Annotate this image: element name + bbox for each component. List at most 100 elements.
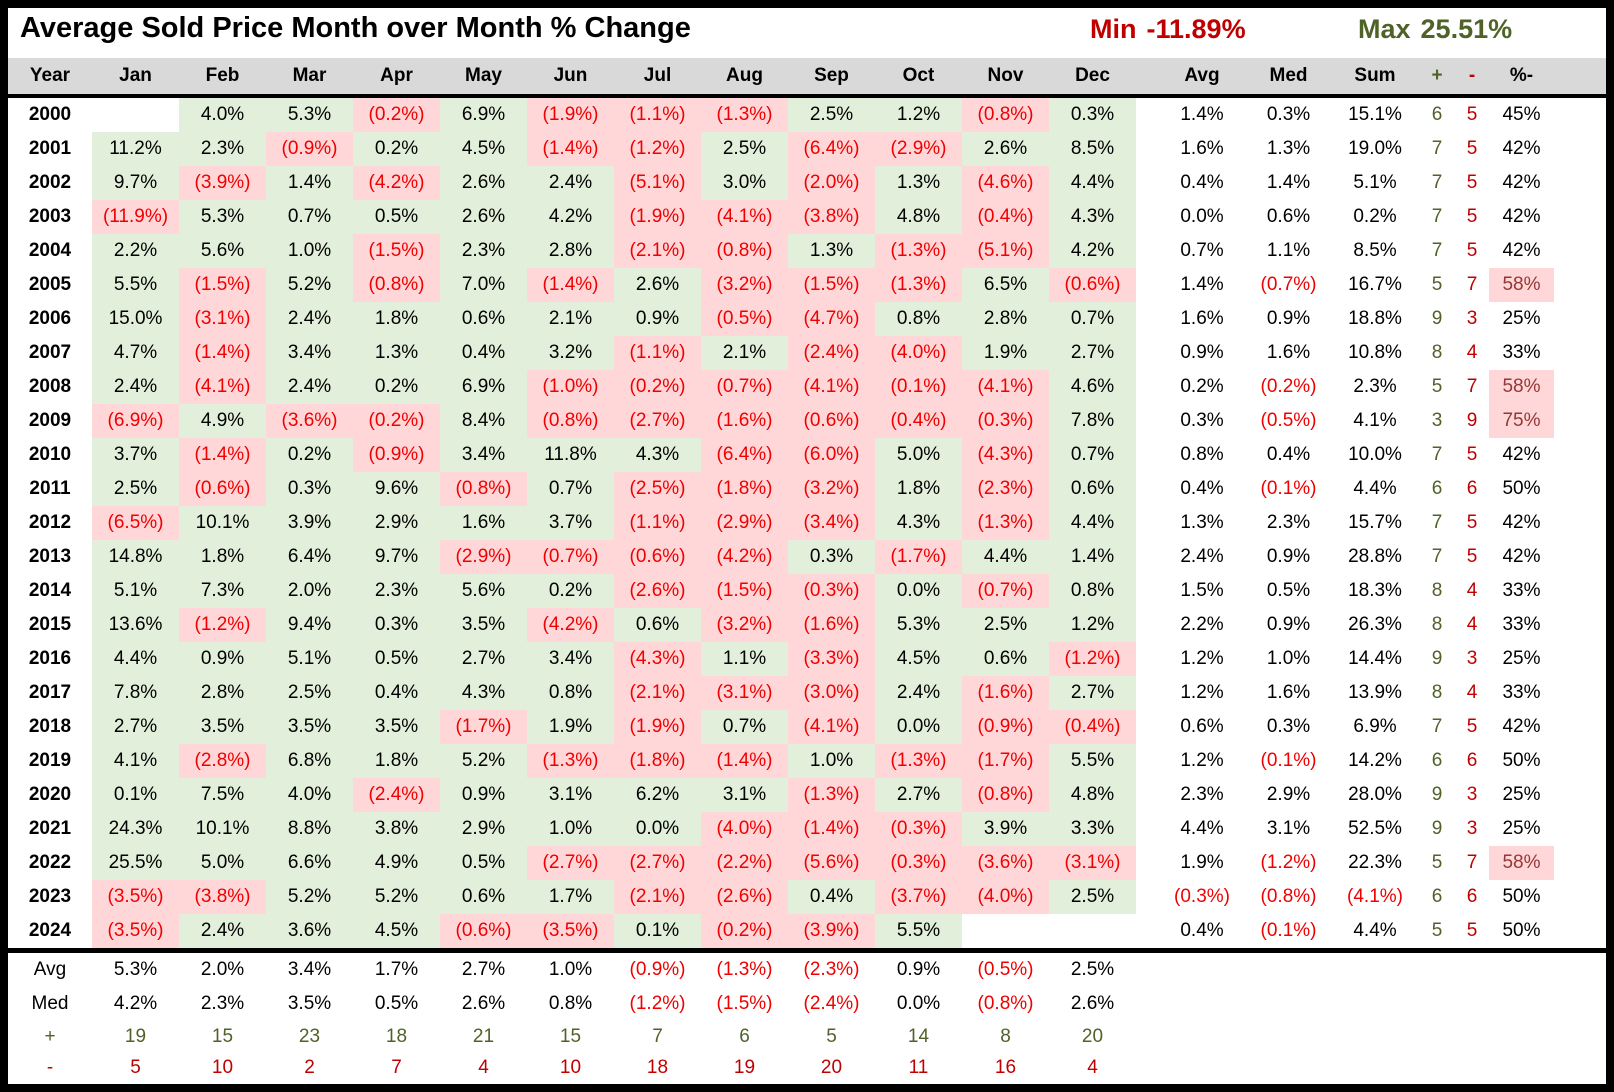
- minus-count-2017: 4: [1466, 682, 1478, 703]
- cell-2003-jul: (1.9%): [614, 200, 701, 234]
- avg-2018: 0.6%: [1180, 716, 1224, 737]
- plus-count-2011: 6: [1431, 478, 1443, 499]
- gap-cell: [1136, 812, 1158, 846]
- cell-2021-nov: 3.9%: [962, 812, 1049, 846]
- cell-2001-mar: (0.9%): [266, 132, 353, 166]
- spacer-cell: [1554, 710, 1606, 744]
- summary-minus-may: 4: [478, 1056, 489, 1078]
- cell-2021-sep: (1.4%): [788, 812, 875, 846]
- summary-avg-nov: (0.5%): [962, 948, 1049, 987]
- year-row-2003: 2003 (11.9%) 5.3% 0.7% 0.5% 2.6% 4.2% (1.9%) (4.…: [8, 200, 1606, 234]
- cell-2017-aug: (3.1%): [701, 676, 788, 710]
- sum-2024: 4.4%: [1353, 920, 1397, 941]
- summary-plus-sep: 5: [826, 1025, 837, 1047]
- cell-2022-apr: 4.9%: [353, 846, 440, 880]
- med-2019: (0.1%): [1260, 750, 1317, 771]
- cell-2000-sep: 2.5%: [788, 96, 875, 132]
- plus-count-2001: 7: [1431, 138, 1443, 159]
- minus-count-2004: 5: [1466, 240, 1478, 261]
- cell-2006-apr: 1.8%: [353, 302, 440, 336]
- summary-plus-jun: 15: [559, 1025, 582, 1047]
- cell-2013-jun: (0.7%): [527, 540, 614, 574]
- year-row-2012: 2012 (6.5%) 10.1% 3.9% 2.9% 1.6% 3.7% (1.1%) (2.…: [8, 506, 1606, 540]
- plus-count-2012: 7: [1431, 512, 1443, 533]
- cell-2019-jun: (1.3%): [527, 744, 614, 778]
- year-row-2011: 2011 2.5% (0.6%) 0.3% 9.6% (0.8%) 0.7% (2.5%) (1…: [8, 472, 1606, 506]
- minus-count-2009: 9: [1466, 410, 1478, 431]
- gap-cell: [1136, 846, 1158, 880]
- cell-2000-feb: 4.0%: [179, 96, 266, 132]
- cell-2023-aug: (2.6%): [701, 880, 788, 914]
- plus-count-2014: 8: [1431, 580, 1443, 601]
- cell-2021-jul: 0.0%: [614, 812, 701, 846]
- med-2008: (0.2%): [1260, 376, 1317, 397]
- minus-count-2002: 5: [1466, 172, 1478, 193]
- col-header-jan: Jan: [92, 58, 179, 98]
- summary-minus-jan: 5: [130, 1056, 141, 1078]
- cell-2019-jan: 4.1%: [92, 744, 179, 778]
- spacer-cell: [1554, 642, 1606, 676]
- sum-2011: 4.4%: [1353, 478, 1397, 499]
- spacer-cell: [1554, 506, 1606, 540]
- sum-2018: 6.9%: [1353, 716, 1397, 737]
- year-label-2002: 2002: [28, 172, 72, 193]
- cell-2017-may: 4.3%: [440, 676, 527, 710]
- cell-2010-jan: 3.7%: [92, 438, 179, 472]
- summary-avg-may: 2.7%: [440, 948, 527, 987]
- cell-2006-mar: 2.4%: [266, 302, 353, 336]
- cell-2014-aug: (1.5%): [701, 574, 788, 608]
- cell-2016-sep: (3.3%): [788, 642, 875, 676]
- year-row-2022: 2022 25.5% 5.0% 6.6% 4.9% 0.5% (2.7%) (2.7%) (2.…: [8, 846, 1606, 880]
- cell-2004-oct: (1.3%): [875, 234, 962, 268]
- year-row-2013: 2013 14.8% 1.8% 6.4% 9.7% (2.9%) (0.7%) (0.6%)(…: [8, 540, 1606, 574]
- cell-2014-mar: 2.0%: [266, 574, 353, 608]
- cell-2023-feb: (3.8%): [179, 880, 266, 914]
- minus-count-2020: 3: [1466, 784, 1478, 805]
- gap-cell: [1136, 540, 1158, 574]
- spacer-cell: [1554, 302, 1606, 336]
- max-value: 25.51%: [1420, 14, 1513, 44]
- plus-count-2016: 9: [1431, 648, 1443, 669]
- cell-2003-mar: 0.7%: [266, 200, 353, 234]
- spacer-cell: [1554, 96, 1606, 132]
- gap-cell: [1136, 336, 1158, 370]
- cell-2022-jan: 25.5%: [92, 846, 179, 880]
- year-label-2000: 2000: [28, 104, 72, 125]
- spacer-cell: [1554, 914, 1606, 951]
- cell-2015-mar: 9.4%: [266, 608, 353, 642]
- cell-2006-feb: (3.1%): [179, 302, 266, 336]
- cell-2003-sep: (3.8%): [788, 200, 875, 234]
- cell-2008-oct: (0.1%): [875, 370, 962, 404]
- cell-2013-feb: 1.8%: [179, 540, 266, 574]
- med-2011: (0.1%): [1260, 478, 1317, 499]
- gap-cell: [1136, 370, 1158, 404]
- med-2010: 0.4%: [1266, 444, 1311, 465]
- cell-2002-apr: (4.2%): [353, 166, 440, 200]
- cell-2003-nov: (0.4%): [962, 200, 1049, 234]
- cell-2012-jul: (1.1%): [614, 506, 701, 540]
- avg-2011: 0.4%: [1180, 478, 1224, 499]
- cell-2000-dec: 0.3%: [1049, 96, 1136, 132]
- gap-cell: [1136, 608, 1158, 642]
- cell-2006-oct: 0.8%: [875, 302, 962, 336]
- spacer-cell: [1554, 472, 1606, 506]
- year-label-2017: 2017: [28, 682, 72, 703]
- med-2012: 2.3%: [1266, 512, 1311, 533]
- year-row-2017: 2017 7.8% 2.8% 2.5% 0.4% 4.3% 0.8% (2.1%) (3.1%)…: [8, 676, 1606, 710]
- summary-med-oct: 0.0%: [896, 993, 941, 1014]
- cell-2002-may: 2.6%: [440, 166, 527, 200]
- cell-2002-jan: 9.7%: [92, 166, 179, 200]
- cell-2012-jan: (6.5%): [92, 506, 179, 540]
- cell-2007-oct: (4.0%): [875, 336, 962, 370]
- cell-2022-jul: (2.7%): [614, 846, 701, 880]
- sum-2007: 10.8%: [1348, 342, 1402, 363]
- year-label-2004: 2004: [28, 240, 72, 261]
- pct-minus-2024: 50%: [1502, 920, 1541, 941]
- summary-med-jan: 4.2%: [113, 993, 158, 1014]
- gap-cell: [1136, 948, 1158, 987]
- cell-2007-aug: 2.1%: [701, 336, 788, 370]
- minus-count-2007: 4: [1466, 342, 1478, 363]
- pct-minus-2018: 42%: [1502, 716, 1541, 737]
- col-header-nov: Nov: [962, 58, 1049, 98]
- pct-minus-2000: 45%: [1502, 104, 1541, 125]
